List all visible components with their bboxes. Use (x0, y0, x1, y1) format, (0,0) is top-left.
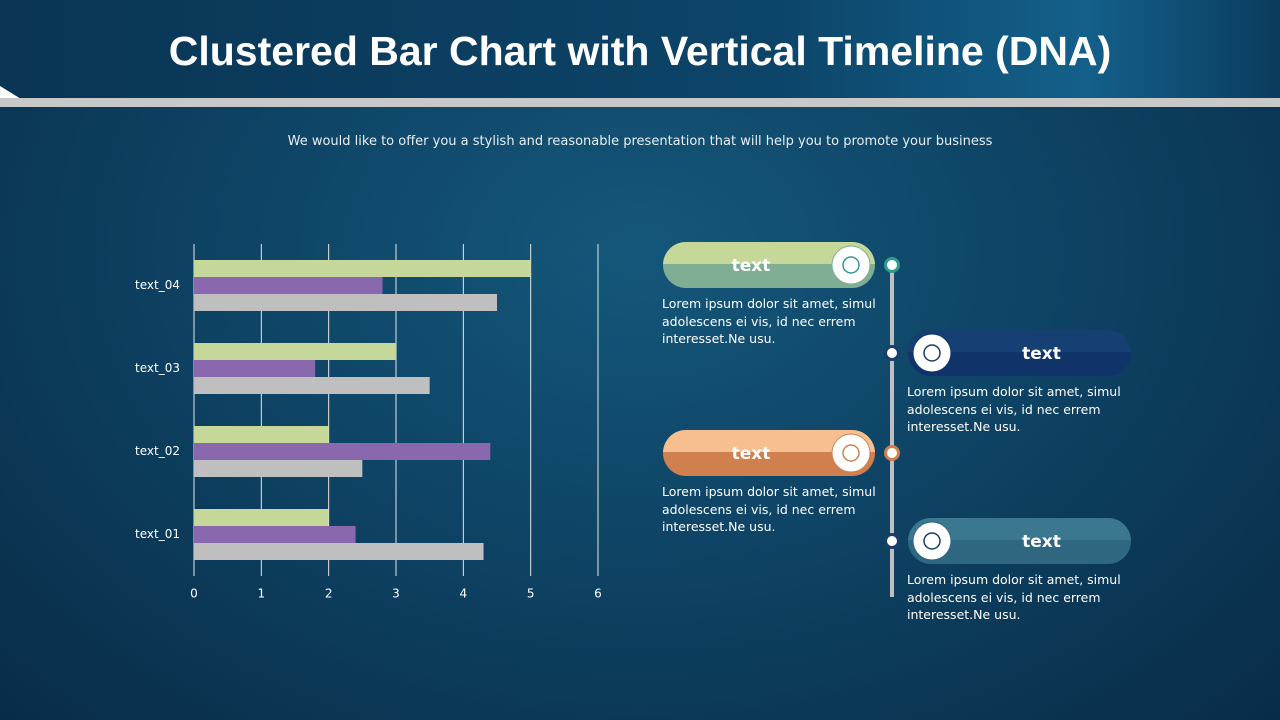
bar (194, 377, 430, 394)
icon (912, 521, 952, 561)
bar (194, 343, 396, 360)
x-tick-label: 4 (460, 587, 468, 601)
bar (194, 526, 356, 543)
item-body: Lorem ipsum dolor sit amet, simul adoles… (662, 296, 876, 346)
timeline-item: text (884, 329, 1131, 376)
timeline-item: text (663, 241, 900, 288)
bar (194, 260, 531, 277)
y-tick-label: text_03 (135, 361, 180, 375)
x-tick-label: 1 (258, 587, 266, 601)
bar (194, 460, 363, 477)
x-tick-label: 6 (594, 587, 602, 601)
header-bar (0, 98, 1280, 107)
timeline-dot (884, 533, 900, 549)
item-body: Lorem ipsum dolor sit amet, simul adoles… (907, 384, 1121, 434)
bar (194, 360, 316, 377)
bar (194, 277, 383, 294)
item-body: Lorem ipsum dolor sit amet, simul adoles… (907, 572, 1121, 622)
pill-label: text (732, 256, 771, 276)
pill-top (908, 329, 1131, 352)
y-tick-label: text_02 (135, 444, 180, 458)
pill-label: text (1022, 532, 1061, 552)
pill-top (663, 241, 875, 264)
icon-glyph (842, 444, 860, 462)
pill-label: text (732, 444, 771, 464)
y-tick-label: text_04 (135, 278, 180, 292)
timeline-dot (884, 445, 900, 461)
icon (912, 333, 952, 373)
bar (194, 426, 329, 443)
pill-top (663, 430, 875, 452)
bar (194, 543, 484, 560)
x-tick-label: 3 (392, 587, 400, 601)
timeline-dot (884, 345, 900, 361)
x-tick-label: 2 (325, 587, 333, 601)
pill-label: text (1022, 344, 1061, 364)
icon-glyph (842, 256, 860, 274)
timeline-dot (884, 257, 900, 273)
icon (831, 245, 871, 285)
icon-glyph (923, 344, 941, 362)
timeline-item: text (663, 430, 900, 476)
pill-top (908, 517, 1131, 540)
x-tick-label: 0 (190, 587, 198, 601)
icon (831, 433, 871, 473)
title: Clustered Bar Chart with Vertical Timeli… (168, 28, 1112, 74)
bar (194, 294, 497, 311)
item-body: Lorem ipsum dolor sit amet, simul adoles… (662, 484, 876, 534)
header (0, 0, 1280, 98)
icon-glyph (923, 532, 941, 550)
subtitle: We would like to offer you a stylish and… (287, 134, 993, 149)
timeline-item: text (884, 517, 1131, 564)
x-tick-label: 5 (527, 587, 535, 601)
bar (194, 509, 329, 526)
y-tick-label: text_01 (135, 527, 180, 541)
bar (194, 443, 491, 460)
